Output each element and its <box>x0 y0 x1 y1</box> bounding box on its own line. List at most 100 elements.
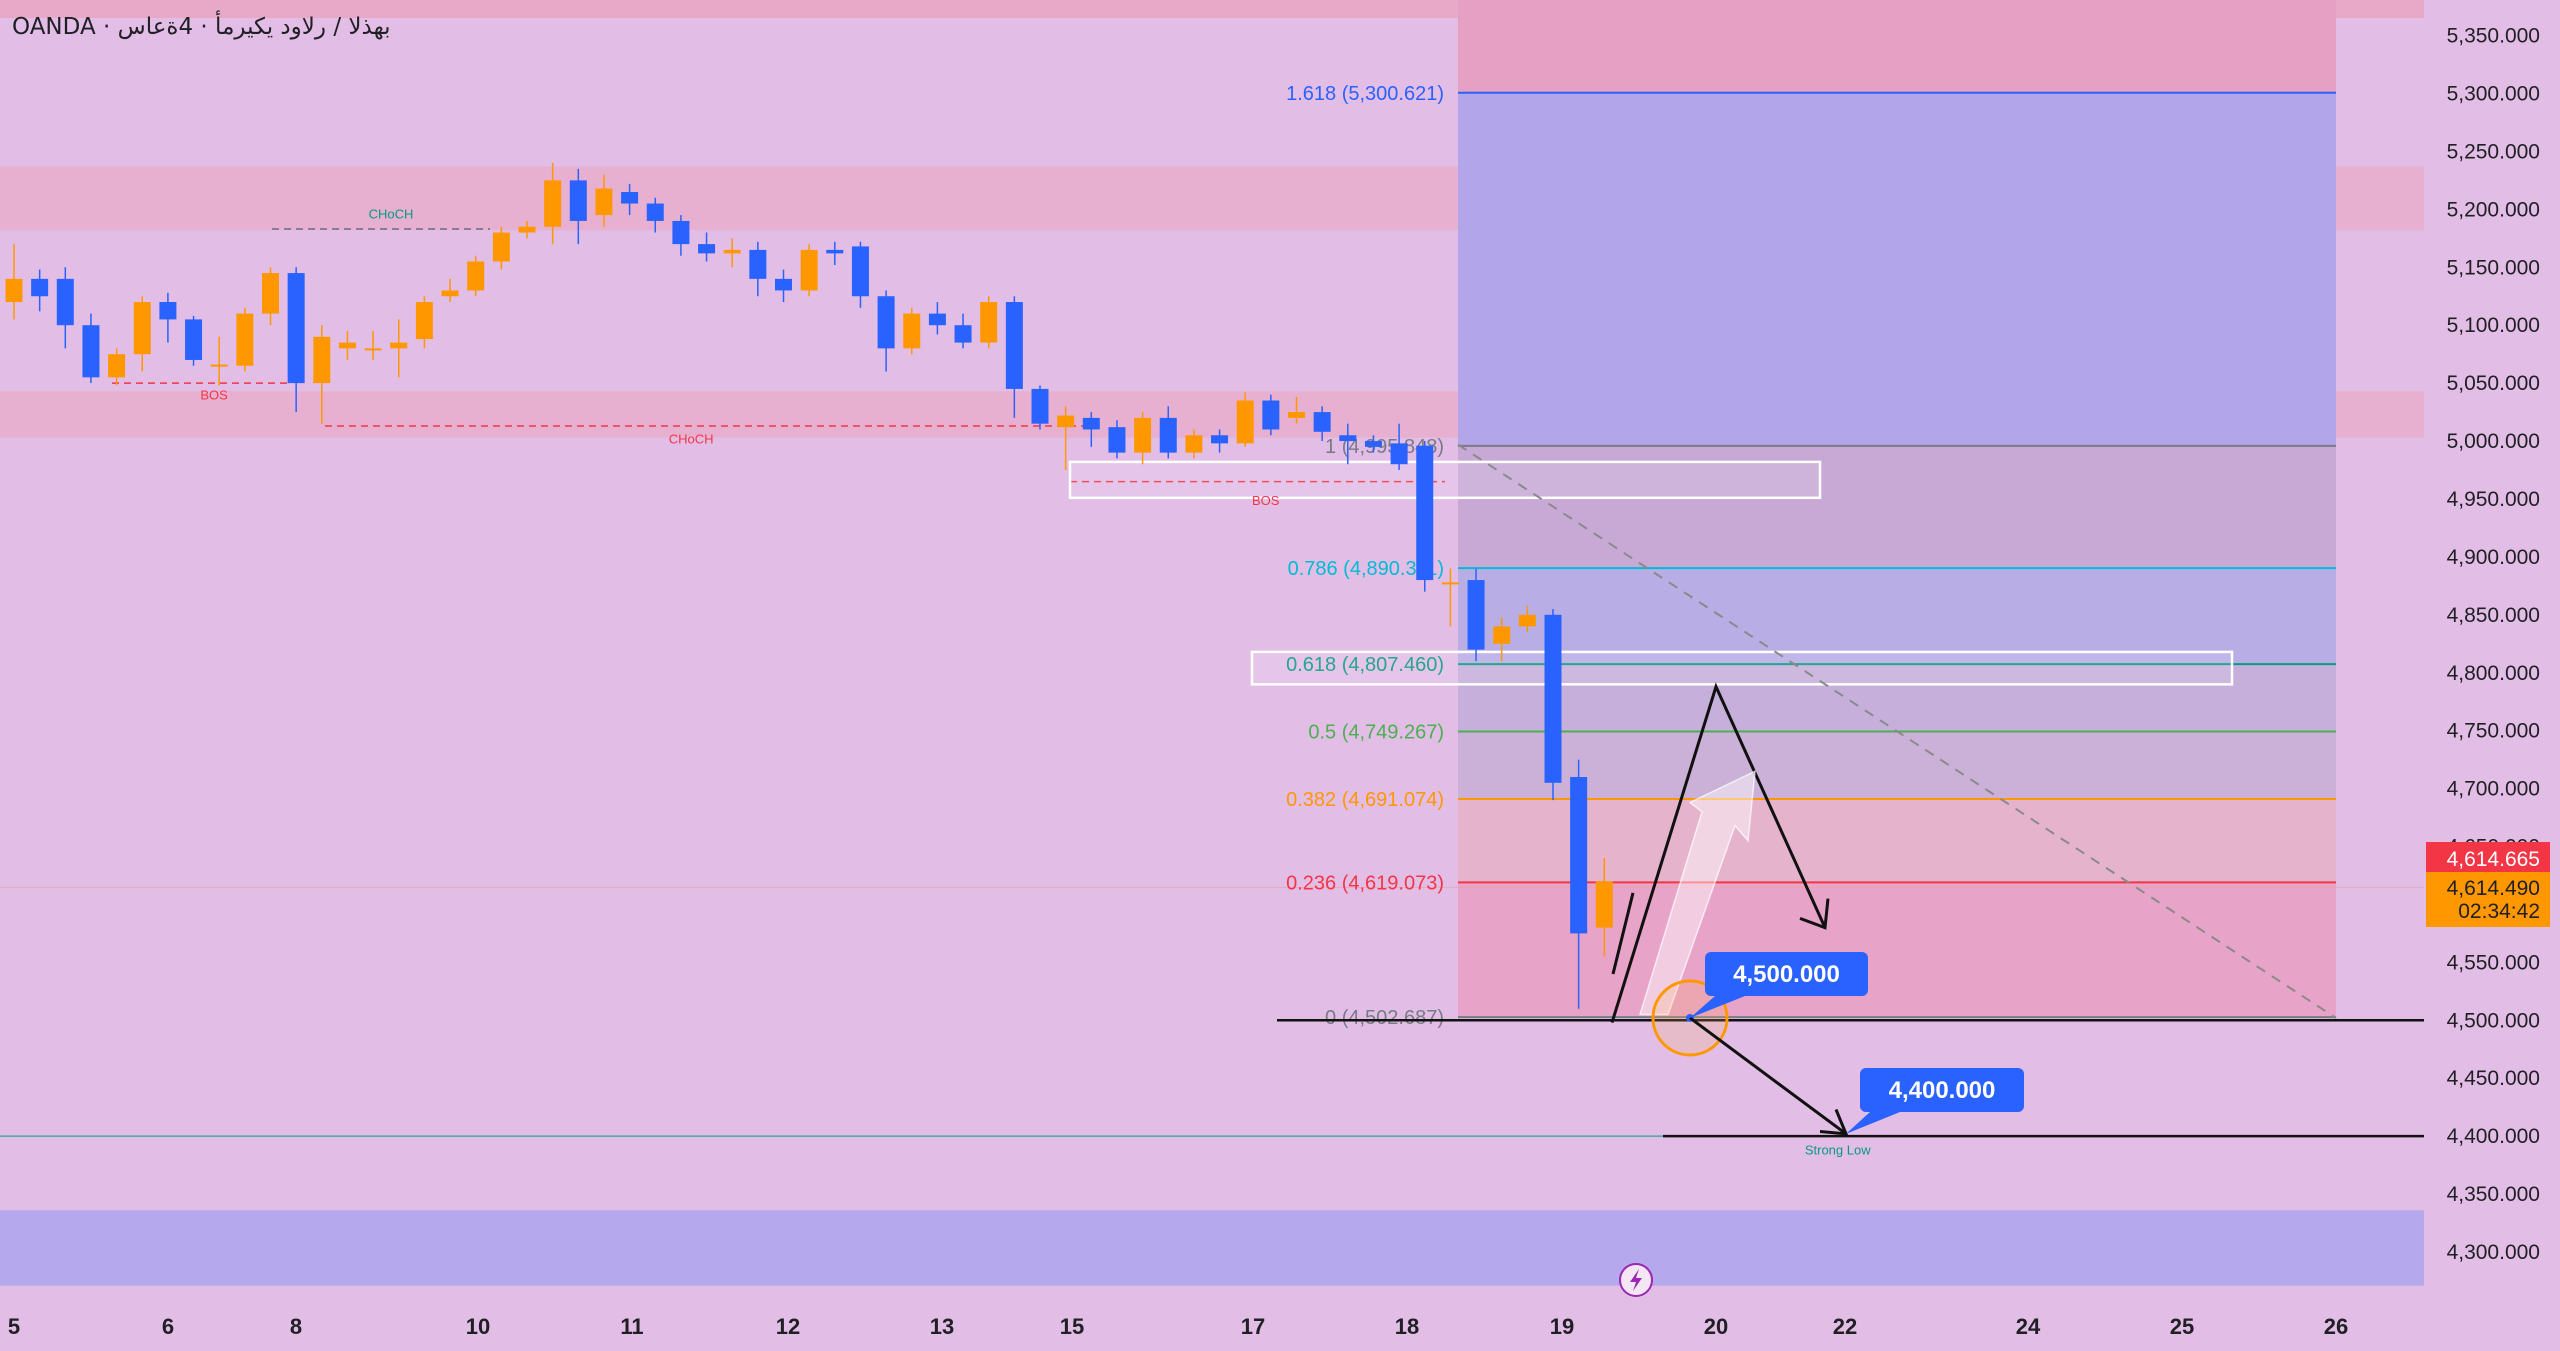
candle-body-47 <box>1211 435 1229 444</box>
fib-area-786-618 <box>1458 568 2336 665</box>
candle-body-7 <box>185 319 203 360</box>
y-tick-13: 4,700.000 <box>2447 778 2540 801</box>
callout-box-1 <box>1860 1068 2024 1112</box>
candle-body-62 <box>1595 881 1613 928</box>
fib-level-label-3: 0.618 (4,807.460) <box>1286 654 1444 676</box>
candle-body-19 <box>492 232 510 262</box>
y-tick-11: 4,800.000 <box>2447 662 2540 685</box>
candle-body-29 <box>749 249 767 279</box>
candle-body-31 <box>800 249 818 291</box>
y-tick-1: 5,300.000 <box>2447 83 2540 106</box>
candles-layer <box>5 163 1613 1009</box>
candle-body-25 <box>646 203 664 221</box>
demand-zone <box>0 1210 2424 1286</box>
y-tick-4: 5,150.000 <box>2447 256 2540 279</box>
candle-body-55 <box>1416 445 1434 581</box>
candle-body-20 <box>518 226 536 233</box>
candle-body-58 <box>1493 626 1511 644</box>
projection-arrowhead <box>1799 898 1830 930</box>
structure-label-2: CHoCH <box>669 431 714 446</box>
candle-body-13 <box>338 342 356 349</box>
projection-entry-line <box>1611 892 1635 975</box>
x-tick-13: 24 <box>2016 1314 2041 1339</box>
axes-layer: 5,350.000 5,300.000 5,250.000 5,200.000 5,15… <box>8 25 2550 1339</box>
y-tick-3: 5,200.000 <box>2447 198 2540 221</box>
candle-body-35 <box>903 313 921 349</box>
x-tick-12: 22 <box>1833 1314 1857 1339</box>
fib-area-382-236 <box>1458 798 2336 883</box>
candle-body-53 <box>1364 441 1382 447</box>
fibonacci-layer: 1.618 (5,300.621) 1 (4,995.848) 0.786 (4,8… <box>1286 83 2336 1029</box>
fib-level-label-7: 0 (4,502.687) <box>1325 1007 1444 1029</box>
price-callout-0: 4,500.000 <box>1690 952 1868 1018</box>
candle-body-26 <box>672 220 690 245</box>
fib-area-1618 <box>1458 92 2336 446</box>
candle-body-37 <box>954 325 972 343</box>
candle-body-12 <box>313 336 331 384</box>
x-tick-8: 17 <box>1241 1314 1265 1339</box>
symbol-title[interactable]: OANDA · بهذلا / رلاود يكيرمأ · 4ةعاس <box>12 14 391 40</box>
y-tick-0: 5,350.000 <box>2447 25 2540 48</box>
candle-body-28 <box>723 249 741 254</box>
y-tick-9: 4,900.000 <box>2447 546 2540 569</box>
x-tick-0: 5 <box>8 1314 20 1339</box>
structure-label-0: CHoCH <box>369 207 414 222</box>
candle-body-43 <box>1108 427 1126 453</box>
candle-body-60 <box>1544 614 1562 783</box>
candle-body-0 <box>5 278 23 303</box>
structure-lines-layer <box>112 228 2424 1138</box>
candle-body-9 <box>236 313 254 366</box>
fib-level-label-6: 0.236 (4,619.073) <box>1286 872 1444 894</box>
fib-area-top <box>1458 0 2336 93</box>
x-tick-5: 12 <box>776 1314 800 1339</box>
candle-body-2 <box>56 278 74 326</box>
fib-area-1-786 <box>1458 445 2336 569</box>
structure-label-3: BOS <box>1252 493 1280 508</box>
candle-body-61 <box>1570 777 1588 934</box>
candle-body-48 <box>1236 400 1254 444</box>
y-tick-10: 4,850.000 <box>2447 604 2540 627</box>
candle-body-17 <box>441 290 459 297</box>
candle-body-11 <box>287 273 305 384</box>
fib-level-label-2: 0.786 (4,890.311) <box>1288 558 1444 580</box>
y-tick-17: 4,500.000 <box>2447 1009 2540 1032</box>
candle-body-4 <box>108 354 126 378</box>
fib-area-618-5 <box>1458 664 2336 732</box>
x-tick-4: 11 <box>620 1314 643 1339</box>
y-tick-12: 4,750.000 <box>2447 720 2540 743</box>
candle-body-45 <box>1159 417 1177 453</box>
annotations-layer: 4,500.000 4,400.000 CHoCH BOS CHoCH BOS Strong… <box>200 207 2024 1297</box>
retest-box-lower <box>1250 650 2234 686</box>
last-price-tag <box>2426 842 2550 872</box>
fib-level-label-1: 1 (4,995.848) <box>1325 436 1444 458</box>
candle-body-16 <box>415 302 433 340</box>
candle-body-36 <box>928 313 946 326</box>
candle-body-21 <box>544 180 562 227</box>
y-tick-5: 5,100.000 <box>2447 314 2540 337</box>
fib-area-236-0 <box>1458 882 2336 1018</box>
y-tick-2: 5,250.000 <box>2447 140 2540 163</box>
y-tick-6: 5,050.000 <box>2447 372 2540 395</box>
price-callout-1: 4,400.000 <box>1846 1068 2024 1134</box>
candle-body-50 <box>1288 412 1305 418</box>
candle-body-46 <box>1185 435 1203 453</box>
x-tick-10: 19 <box>1550 1314 1574 1339</box>
candle-body-27 <box>698 244 716 254</box>
trend-line <box>1457 443 2337 1019</box>
zones-layer <box>0 0 2424 1286</box>
candle-body-44 <box>1134 417 1152 453</box>
projection-zigzag <box>1610 682 1827 1024</box>
candle-body-54 <box>1390 443 1408 465</box>
callout-pointer-0 <box>1690 996 1745 1018</box>
candle-body-24 <box>621 191 639 204</box>
candle-body-32 <box>826 249 844 254</box>
lightning-icon <box>1619 1263 1653 1297</box>
candle-body-8 <box>210 364 228 367</box>
candle-body-56 <box>1441 582 1459 585</box>
callout-text-0: 4,500.000 <box>1733 961 1840 988</box>
y-tick-7: 5,000.000 <box>2447 430 2540 453</box>
candle-body-42 <box>1082 417 1100 430</box>
countdown-text: 02:34:42 <box>2458 900 2540 923</box>
